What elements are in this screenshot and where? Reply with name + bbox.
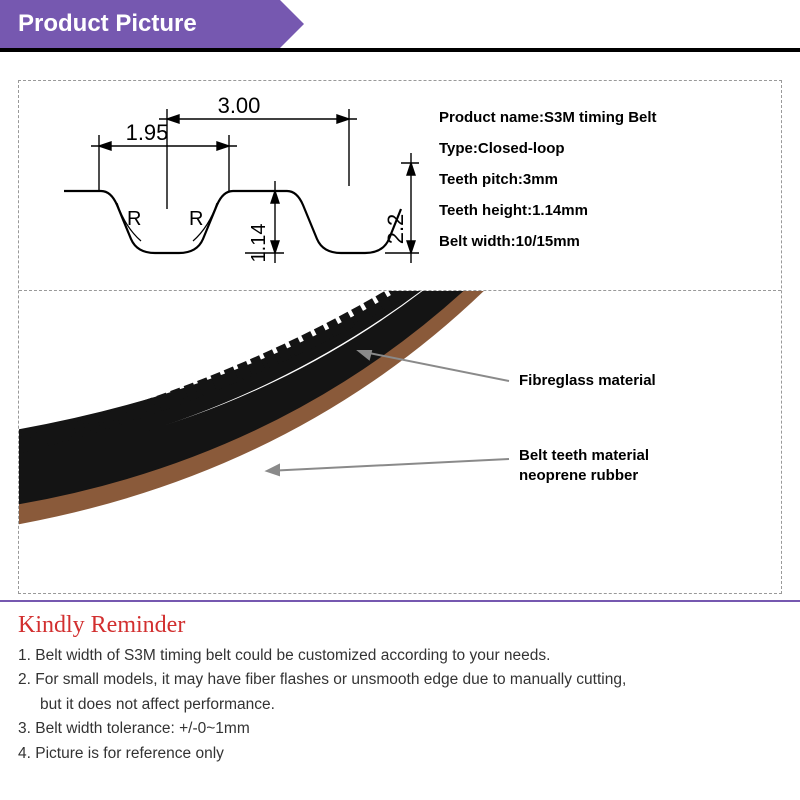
reminder-item: 1. Belt width of S3M timing belt could b…: [18, 645, 782, 667]
belt-svg: [19, 291, 779, 593]
header-title: Product Picture: [0, 10, 197, 38]
belt-body: [19, 291, 469, 506]
reminder-item: 3. Belt width tolerance: +/-0~1mm: [18, 718, 782, 740]
callout-fiber: Fibreglass material: [519, 371, 656, 391]
specs-list: Product name:S3M timing Belt Type:Closed…: [419, 81, 781, 290]
dim-belt-height: 2.2: [383, 214, 408, 245]
tooth-diagram: 3.00 1.95: [19, 81, 419, 290]
reminder-section: Kindly Reminder 1. Belt width of S3M tim…: [0, 602, 800, 765]
dim-pitch: 3.00: [218, 93, 261, 118]
tooth-profile-svg: 3.00 1.95: [29, 91, 419, 291]
reminder-item: 2. For small models, it may have fiber f…: [18, 669, 782, 691]
spec-row: Belt width:10/15mm: [439, 233, 771, 250]
spec-row: Teeth height:1.14mm: [439, 202, 771, 219]
dim-tooth-width: 1.95: [126, 120, 169, 145]
spec-section: 3.00 1.95: [19, 81, 781, 291]
spec-row: Product name:S3M timing Belt: [439, 109, 771, 126]
callout-teeth: Belt teeth materialneoprene rubber: [519, 446, 649, 487]
reminder-title: Kindly Reminder: [18, 612, 782, 639]
r-label-1: R: [127, 208, 141, 230]
reminder-list: 1. Belt width of S3M timing belt could b…: [18, 645, 782, 765]
header-banner: Product Picture: [0, 0, 280, 48]
reminder-item: 4. Picture is for reference only: [18, 743, 782, 765]
product-box: 3.00 1.95: [18, 80, 782, 594]
spec-row: Type:Closed-loop: [439, 140, 771, 157]
reminder-item: but it does not affect performance.: [18, 694, 782, 716]
dim-tooth-height: 1.14: [248, 224, 270, 263]
belt-photo-area: Fibreglass material Belt teeth materialn…: [19, 291, 781, 593]
r-label-2: R: [189, 208, 203, 230]
spec-row: Teeth pitch:3mm: [439, 171, 771, 188]
callout-arrow-teeth: [267, 459, 509, 475]
